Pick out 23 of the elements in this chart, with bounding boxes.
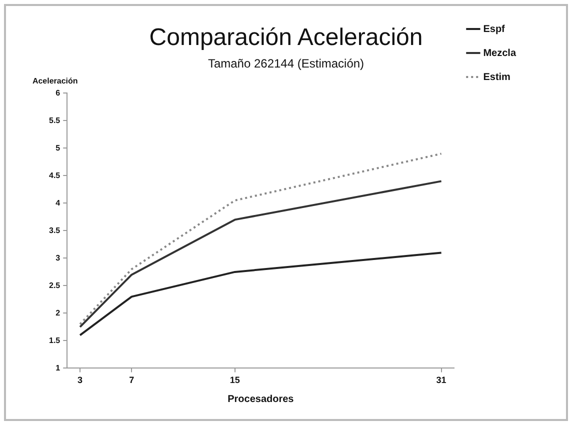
y-tick-label: 5.5 — [48, 116, 61, 125]
legend-label: Espf — [483, 24, 506, 35]
y-tick-label: 2 — [56, 308, 61, 318]
x-tick-label: 31 — [436, 375, 446, 386]
x-tick-label: 3 — [78, 375, 83, 386]
y-tick-label: 1 — [56, 363, 61, 372]
chart-subtitle: Tamaño 262144 (Estimación) — [208, 56, 364, 70]
line-series — [79, 152, 442, 326]
y-tick-label: 6 — [56, 88, 61, 98]
y-tick-label: 3.5 — [48, 226, 61, 235]
y-tick-label: 1.5 — [48, 336, 61, 345]
y-axis-title: Aceleración — [32, 76, 78, 86]
x-axis-title: Procesadores — [228, 394, 294, 405]
x-tick-label: 15 — [230, 375, 240, 386]
chart-title: Comparación Aceleración — [149, 24, 423, 52]
y-tick-label: 4 — [56, 198, 61, 208]
legend-label: Estim — [483, 72, 511, 83]
y-tick-label: 3 — [56, 253, 61, 262]
y-tick-label: 5 — [56, 143, 61, 152]
y-tick-label: 2.5 — [48, 280, 61, 290]
y-tick-label: 4.5 — [48, 170, 61, 180]
legend-label: Mezcla — [483, 48, 516, 59]
x-tick-label: 7 — [129, 375, 134, 386]
